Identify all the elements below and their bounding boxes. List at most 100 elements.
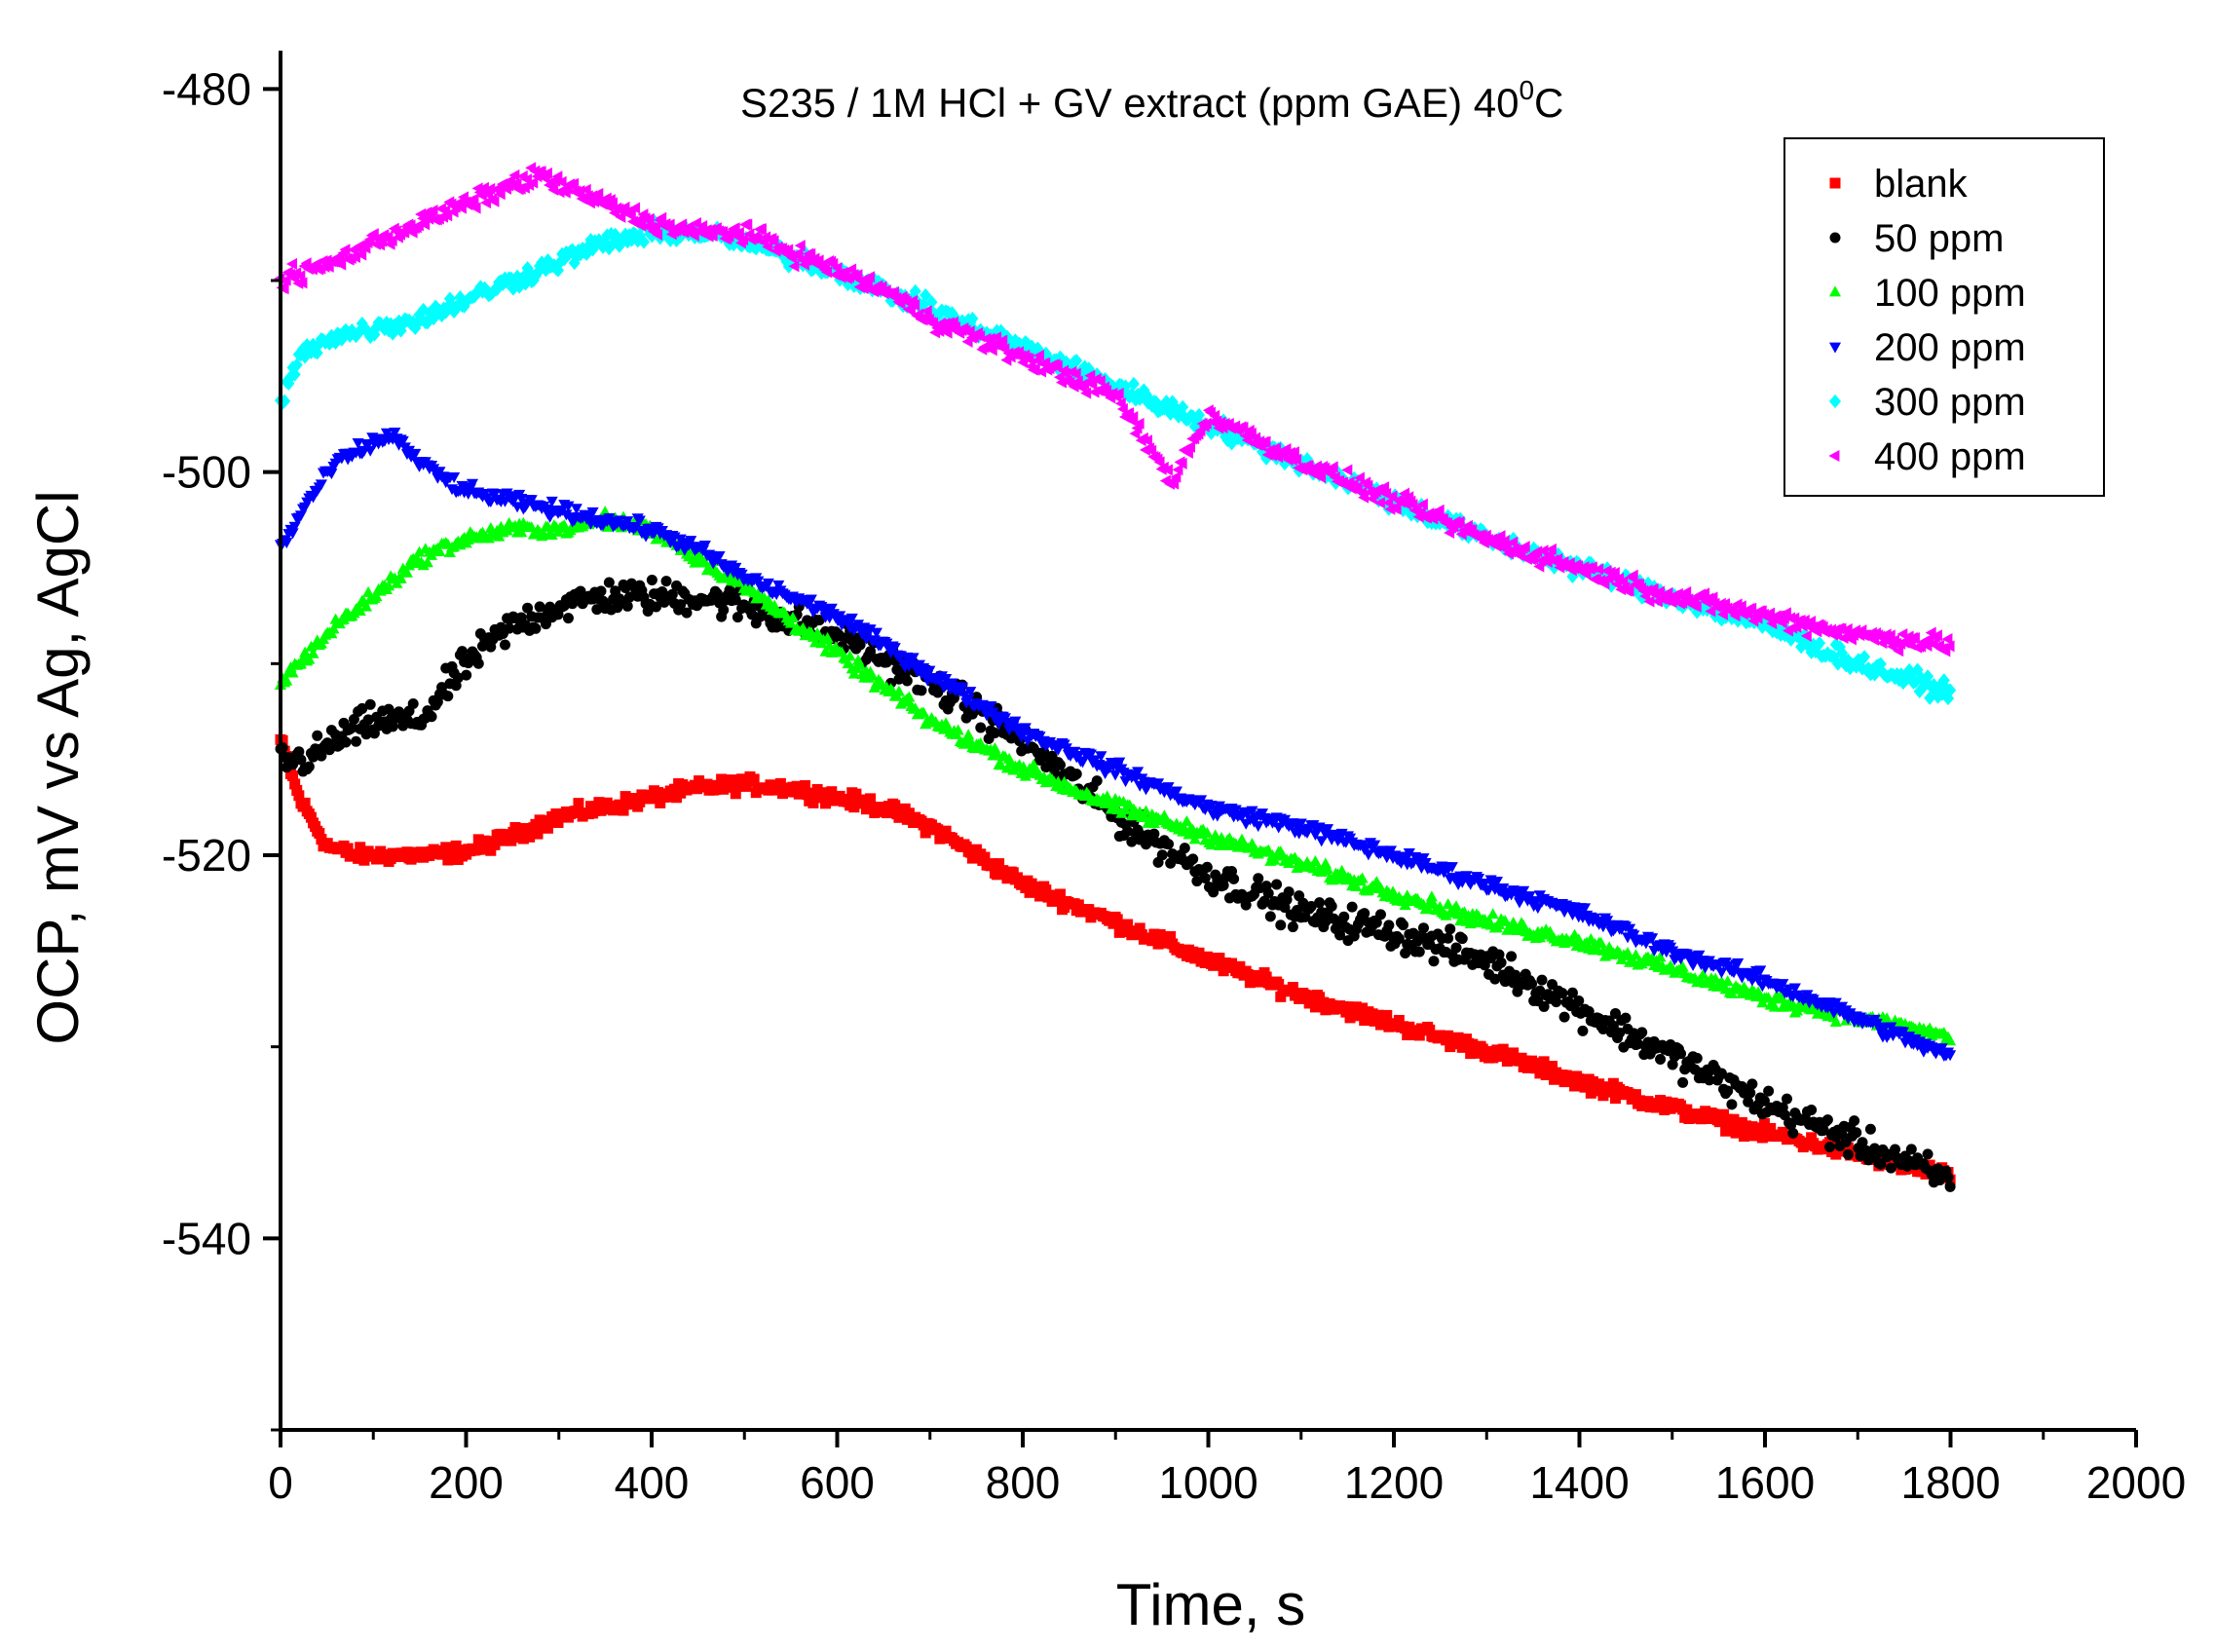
data-point	[1370, 917, 1382, 928]
data-point	[1408, 927, 1419, 939]
data-point	[629, 202, 641, 214]
data-point	[1275, 920, 1287, 931]
data-point	[1275, 991, 1287, 1002]
data-point	[506, 835, 517, 846]
data-point	[469, 202, 481, 214]
data-point	[1295, 818, 1307, 830]
data-point	[732, 226, 744, 239]
data-point	[1730, 1127, 1742, 1139]
data-point	[1922, 1148, 1933, 1160]
data-point	[1800, 629, 1812, 642]
data-point	[1271, 879, 1283, 890]
x-tick-label: 1600	[1715, 1457, 1815, 1508]
data-point	[485, 845, 497, 856]
data-point	[1908, 632, 1920, 645]
data-point	[1841, 622, 1853, 636]
data-point	[909, 283, 921, 299]
data-point	[730, 788, 741, 800]
data-point	[1287, 921, 1298, 933]
data-point	[1203, 952, 1215, 963]
data-point	[901, 675, 913, 687]
data-point	[419, 218, 431, 231]
series-0	[275, 733, 1956, 1185]
data-point	[730, 594, 741, 606]
data-point	[1785, 1119, 1797, 1131]
data-point	[1643, 595, 1655, 608]
data-point	[736, 773, 748, 785]
data-point	[1290, 453, 1301, 466]
data-point	[1453, 515, 1465, 528]
data-point	[1055, 376, 1067, 389]
data-point	[762, 241, 773, 253]
data-point	[1518, 885, 1530, 897]
legend-label: 100 ppm	[1874, 272, 2026, 315]
data-point	[1357, 1002, 1369, 1014]
data-point	[426, 307, 438, 321]
data-point	[1595, 937, 1607, 949]
data-point	[448, 846, 460, 858]
data-point	[1499, 915, 1512, 926]
data-point	[1011, 872, 1023, 883]
data-point	[1687, 959, 1700, 971]
data-point	[1019, 723, 1032, 734]
data-point	[870, 627, 882, 639]
legend-box	[1783, 137, 2105, 497]
data-point	[1362, 849, 1374, 861]
data-point	[940, 825, 952, 837]
x-tick-label: 0	[268, 1457, 293, 1508]
data-point	[805, 594, 817, 606]
data-point	[1806, 1132, 1818, 1144]
data-point	[1680, 585, 1692, 598]
data-point	[786, 611, 800, 622]
data-point	[400, 566, 413, 578]
data-point	[1132, 767, 1145, 778]
data-point	[545, 496, 558, 507]
data-point	[394, 323, 407, 338]
data-point	[1191, 876, 1203, 887]
data-point	[488, 488, 502, 500]
data-point	[1777, 979, 1789, 991]
data-point	[1661, 1096, 1672, 1108]
legend-marker	[1828, 285, 1842, 297]
data-point	[633, 228, 646, 244]
axis-layer: 0 200 400 600 800 1000 1200 1400 1600 1800 2000-48…	[162, 51, 2186, 1508]
data-point	[663, 218, 675, 231]
data-point	[494, 188, 506, 201]
data-point	[294, 510, 308, 522]
data-point	[1893, 645, 1904, 657]
data-point	[903, 691, 916, 702]
data-point	[643, 212, 655, 225]
data-point	[755, 222, 767, 236]
data-point	[1346, 901, 1358, 913]
data-point	[1179, 843, 1190, 854]
data-point	[1386, 885, 1400, 897]
data-point	[1208, 886, 1220, 898]
data-point	[568, 177, 580, 190]
data-point	[1697, 968, 1709, 980]
data-point	[484, 182, 496, 196]
data-point	[1781, 1093, 1792, 1105]
chart-title-main: S235 / 1M HCl + GV extract (ppm GAE) 40	[740, 80, 1519, 126]
data-point	[1443, 1030, 1454, 1041]
data-point	[1029, 363, 1040, 376]
data-point	[925, 295, 938, 310]
data-point	[952, 724, 964, 735]
data-point	[864, 624, 877, 636]
data-point	[433, 545, 446, 557]
data-point	[1051, 359, 1063, 372]
data-point	[1738, 1131, 1749, 1143]
data-point	[592, 187, 604, 200]
data-point	[649, 220, 660, 233]
data-point	[1109, 770, 1122, 781]
data-point	[813, 615, 825, 626]
data-point	[956, 682, 968, 694]
data-point	[615, 210, 626, 223]
data-point	[772, 580, 785, 591]
legend-marker	[1829, 232, 1841, 244]
data-point	[1633, 1038, 1644, 1050]
data-point	[1183, 440, 1195, 453]
data-point	[1473, 873, 1485, 884]
data-point	[407, 697, 419, 709]
data-point	[427, 205, 438, 217]
data-point	[1726, 1099, 1738, 1110]
